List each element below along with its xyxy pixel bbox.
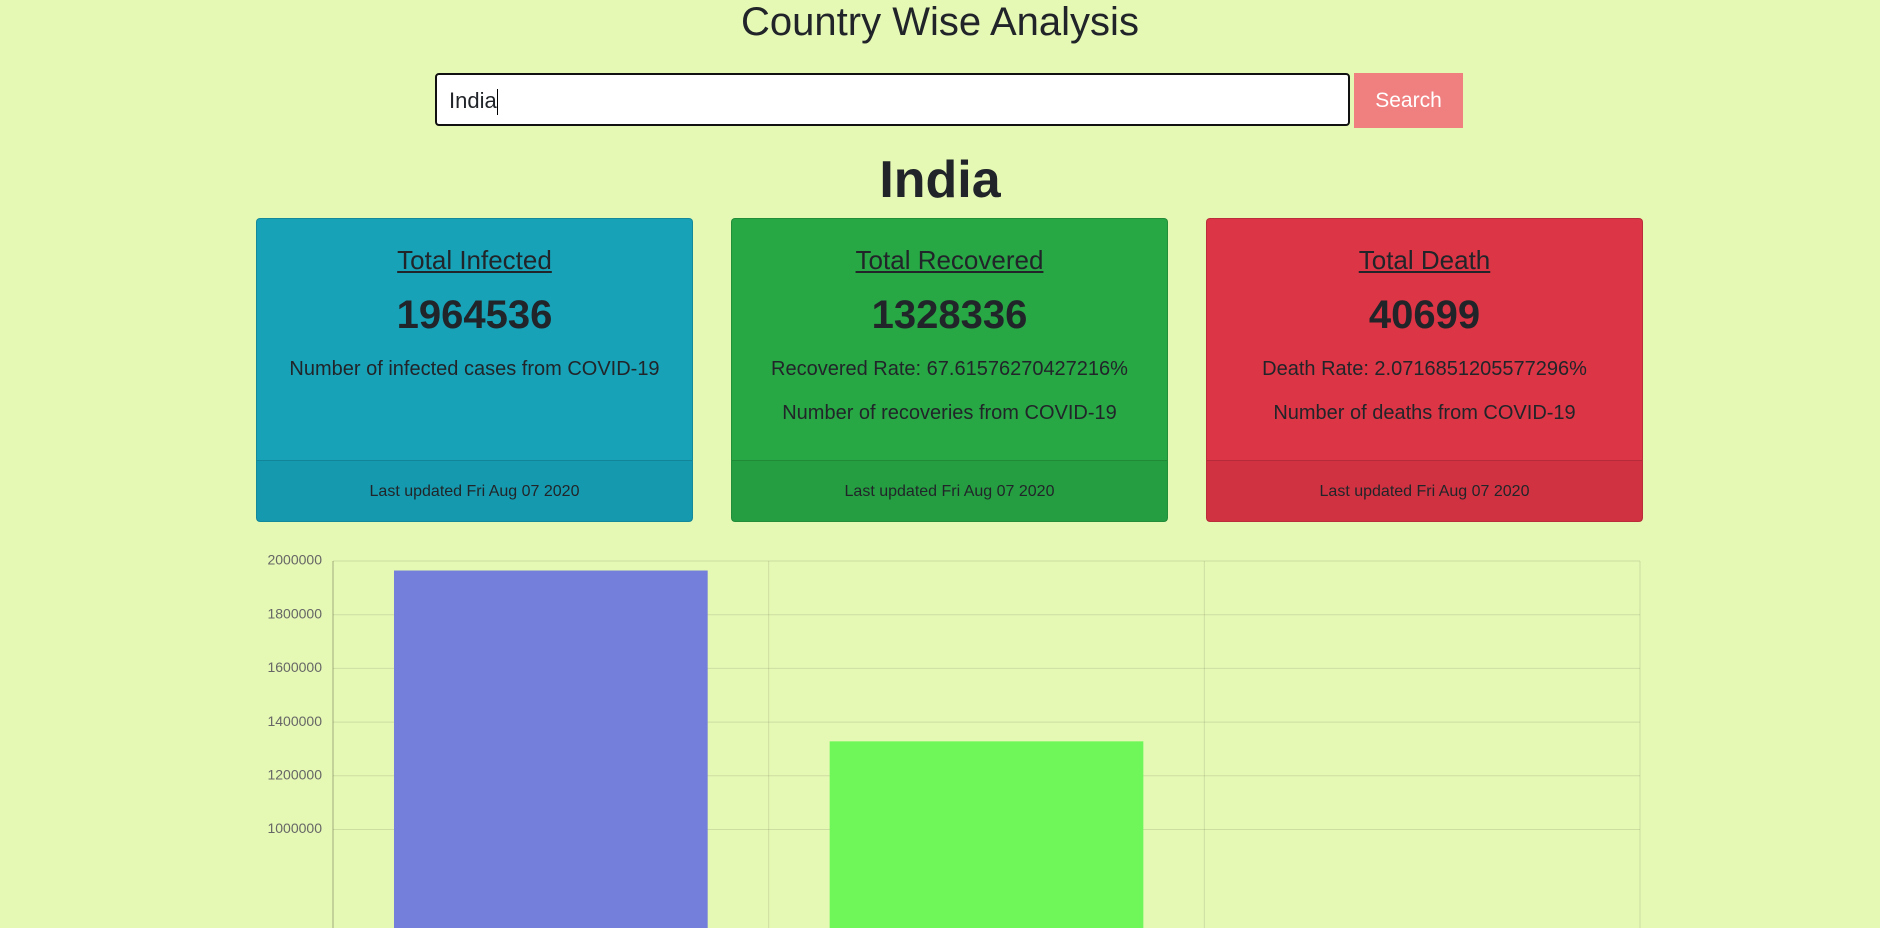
card-text: Number of infected cases from COVID-19 (289, 358, 660, 380)
card-text: Death Rate: 2.0716851205577296% (1262, 358, 1587, 380)
card-title[interactable]: Total Death (1358, 245, 1491, 275)
y-tick-label: 1200000 (267, 767, 322, 783)
card-value: 1328336 (871, 293, 1028, 337)
card-footer: Last updated Fri Aug 07 2020 (732, 460, 1167, 521)
bar (829, 741, 1144, 928)
card-title[interactable]: Total Infected (397, 245, 552, 275)
y-tick-label: 1800000 (267, 605, 322, 621)
card-title[interactable]: Total Recovered (855, 245, 1044, 275)
stat-card: Total Infected 1964536 Number of infected … (256, 218, 693, 522)
bar (393, 570, 708, 928)
search-input[interactable]: India (435, 73, 1350, 126)
country-name: India (879, 151, 1001, 209)
page-title: Country Wise Analysis (741, 0, 1139, 44)
y-tick-label: 2000000 (267, 552, 322, 568)
caret (496, 89, 498, 116)
card-text: Number of deaths from COVID-19 (1273, 402, 1576, 424)
y-tick-label: 1000000 (267, 820, 322, 836)
y-tick-label: 1400000 (267, 713, 322, 729)
stat-card: Total Recovered 1328336 Recovered Rate: 67… (731, 218, 1168, 522)
card-text: Number of recoveries from COVID-19 (782, 402, 1117, 424)
search-button[interactable]: Search (1354, 73, 1463, 128)
y-tick-label: 1600000 (267, 659, 322, 675)
card-footer: Last updated Fri Aug 07 2020 (1207, 460, 1642, 521)
stat-card: Total Death 40699 Death Rate: 2.0716851205… (1206, 218, 1643, 522)
card-text: Recovered Rate: 67.61576270427216% (771, 358, 1128, 380)
search-text: India (449, 88, 497, 113)
card-footer: Last updated Fri Aug 07 2020 (257, 460, 692, 521)
card-value: 40699 (1368, 293, 1481, 337)
card-value: 1964536 (396, 293, 553, 337)
